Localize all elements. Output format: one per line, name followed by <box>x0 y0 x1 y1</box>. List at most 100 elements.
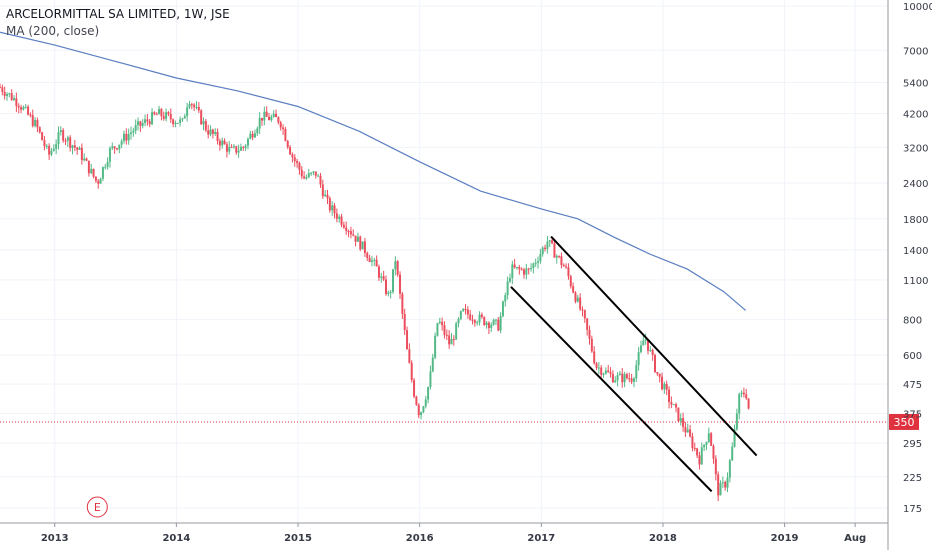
candle-body <box>249 133 252 139</box>
candle-body <box>406 330 409 350</box>
candle-body <box>579 297 582 310</box>
event-marker-layer[interactable]: E <box>86 496 108 518</box>
candle-body <box>195 106 198 108</box>
candle-body <box>616 375 619 381</box>
candle-body <box>52 148 55 151</box>
candle-body <box>253 133 256 138</box>
candle-body <box>480 314 483 317</box>
candle-body <box>721 482 724 484</box>
candle-body <box>682 417 685 427</box>
candle-body <box>590 338 593 352</box>
candle-body <box>450 339 453 345</box>
candle-body <box>305 177 308 179</box>
candle-body <box>452 339 455 341</box>
candle-body <box>373 259 376 261</box>
candle-body <box>186 107 189 117</box>
x-tick-label: 2017 <box>527 533 555 544</box>
candle-body <box>581 309 584 311</box>
earnings-event-icon[interactable] <box>86 496 108 518</box>
candle-body <box>607 370 610 373</box>
candle-body <box>66 137 69 141</box>
candle-body <box>235 146 238 153</box>
candle-body <box>268 116 271 121</box>
candle-body <box>319 175 322 185</box>
candle-body <box>153 112 156 115</box>
earnings-event-label: E <box>94 501 101 514</box>
candle-body <box>207 130 210 135</box>
candle-body <box>565 266 568 268</box>
candle-body <box>354 235 357 242</box>
candle-body <box>696 448 699 456</box>
candle-body <box>691 436 694 448</box>
candle-body <box>190 104 193 106</box>
channel-upper-line[interactable] <box>550 235 758 457</box>
candle-body <box>356 236 359 242</box>
channel-lower-line[interactable] <box>510 286 713 493</box>
candle-body <box>261 117 264 121</box>
candle-body <box>326 194 329 199</box>
candle-body <box>487 322 490 329</box>
y-tick-label: 1100 <box>903 276 928 287</box>
candle-body <box>424 399 427 407</box>
y-tick-label: 175 <box>903 504 922 515</box>
channel-lines-layer[interactable] <box>510 235 758 493</box>
candle-body <box>597 367 600 369</box>
candle-body <box>36 120 39 128</box>
candle-body <box>646 339 649 351</box>
candle-body <box>562 265 565 267</box>
candle-body <box>698 455 701 465</box>
candle-body <box>314 171 317 176</box>
candle-body <box>50 150 53 155</box>
candle-body <box>324 194 327 197</box>
candle-body <box>377 266 380 278</box>
candle-body <box>214 131 217 134</box>
candle-body <box>539 253 542 262</box>
candle-body <box>286 140 289 148</box>
candle-body <box>494 319 497 321</box>
candle-body <box>714 458 717 475</box>
candle-body <box>443 325 446 335</box>
candle-body <box>90 168 93 174</box>
candle-body <box>700 447 703 465</box>
candle-body <box>296 161 299 164</box>
candle-body <box>618 373 621 376</box>
y-tick-label: 3200 <box>903 143 928 154</box>
candle-body <box>78 147 81 150</box>
candle-body <box>148 121 151 125</box>
candle-body <box>403 313 406 331</box>
candle-body <box>689 429 692 437</box>
y-tick-label: 225 <box>903 473 922 484</box>
y-tick-label: 600 <box>903 351 922 362</box>
candle-body <box>469 314 472 320</box>
candle-body <box>20 107 23 110</box>
candle-body <box>670 402 673 405</box>
candle-body <box>13 98 16 100</box>
candle-body <box>457 318 460 324</box>
candle-body <box>375 259 378 267</box>
candle-body <box>83 158 86 161</box>
candle-body <box>635 365 638 379</box>
candle-body <box>560 256 563 266</box>
candle-body <box>62 130 65 141</box>
candle-body <box>389 291 392 293</box>
candle-body <box>338 216 341 219</box>
candle-body <box>155 114 158 116</box>
candle-body <box>108 148 111 162</box>
candle-body <box>567 267 570 277</box>
candle-body <box>76 147 79 150</box>
candle-body <box>384 279 387 294</box>
candle-body <box>120 141 123 145</box>
candle-body <box>122 133 125 142</box>
candle-body <box>349 231 352 235</box>
candle-body <box>441 321 444 326</box>
candle-body <box>724 482 727 488</box>
candle-body <box>410 362 413 381</box>
candle-body <box>431 357 434 372</box>
candle-body <box>401 293 404 314</box>
candle-body <box>335 213 338 219</box>
ma-line-layer <box>0 31 747 311</box>
candle-body <box>31 115 34 127</box>
candle-body <box>130 132 133 135</box>
